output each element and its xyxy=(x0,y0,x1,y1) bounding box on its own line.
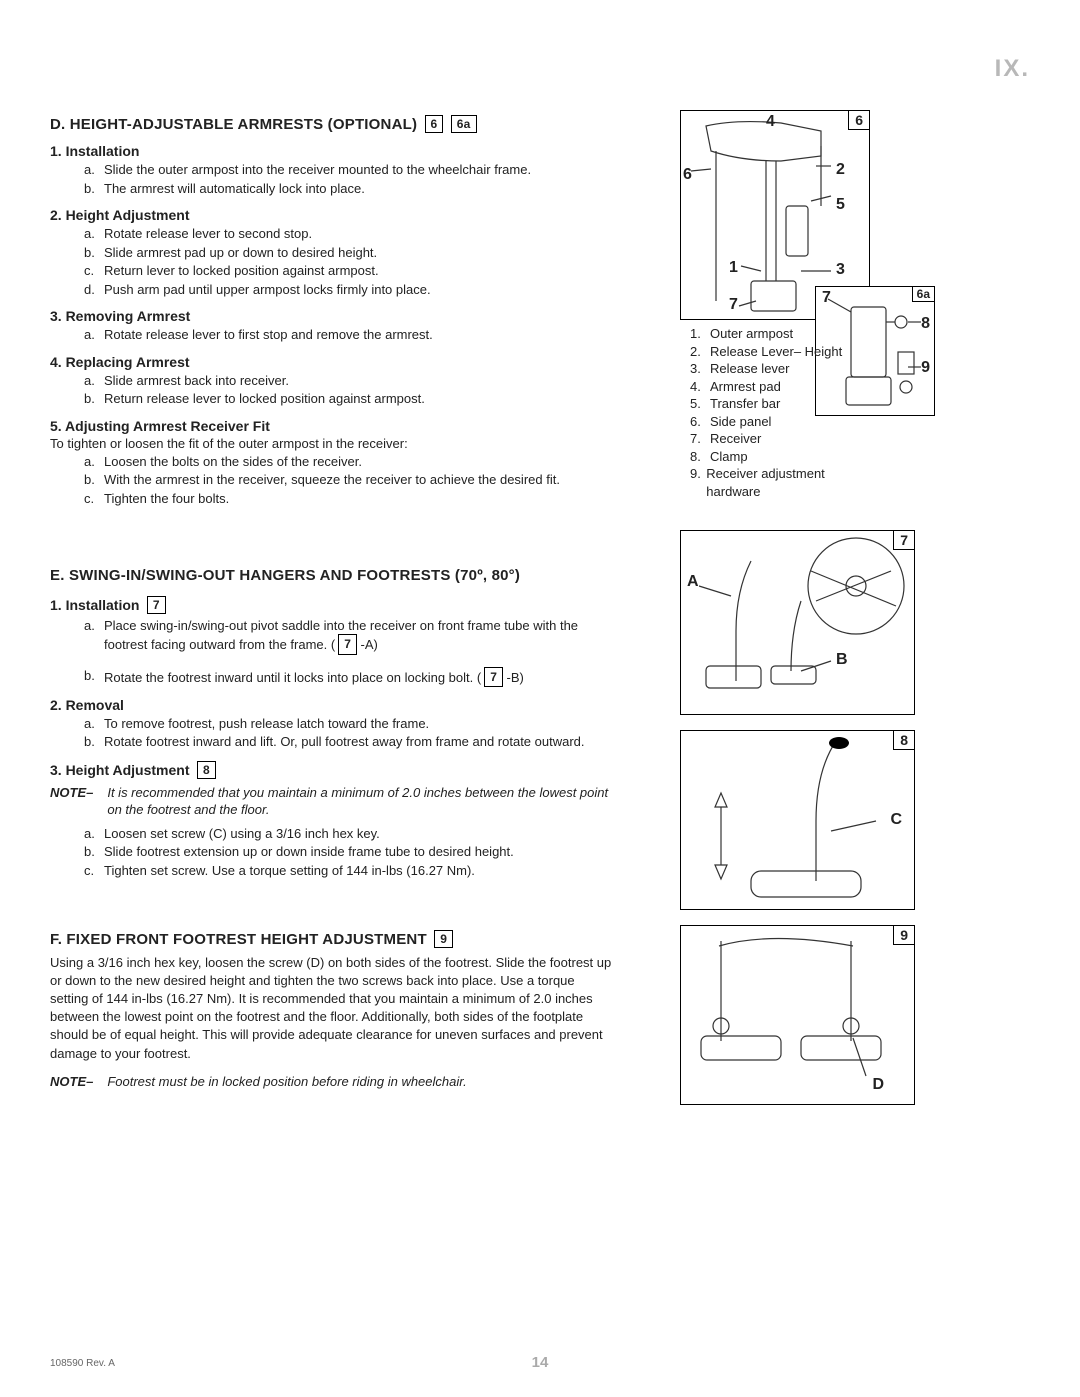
callout: 1 xyxy=(729,259,738,277)
sub-heading: 2. Removal xyxy=(50,697,615,713)
note-label: NOTE– xyxy=(50,1073,107,1091)
step-text: Push arm pad until upper armpost locks f… xyxy=(104,282,431,297)
swing-footrest-diagram-icon xyxy=(681,531,916,716)
step-text: Loosen the bolts on the sides of the rec… xyxy=(104,454,362,469)
sub-heading: 3. Removing Armrest xyxy=(50,308,615,324)
figure-tag: 8 xyxy=(893,730,915,750)
callout: 5 xyxy=(836,196,845,214)
note-text: Footrest must be in locked position befo… xyxy=(107,1073,466,1091)
sub-heading-text: 3. Height Adjustment xyxy=(50,762,190,778)
chapter-number: IX. xyxy=(995,55,1030,83)
sub-heading-text: 1. Installation xyxy=(50,597,139,613)
figref-box: 6 xyxy=(425,115,444,133)
callout: C xyxy=(890,811,902,829)
step-list: a.Loosen set screw (C) using a 3/16 inch… xyxy=(50,825,615,880)
figure-7: 7 A B xyxy=(680,530,915,715)
step-text: Return lever to locked position against … xyxy=(104,263,379,278)
step-list: a.Rotate release lever to second stop. b… xyxy=(50,225,615,298)
legend-text: Release Lever– Height xyxy=(710,343,842,361)
figure-tag: 6a xyxy=(912,286,935,302)
figref-box: 7 xyxy=(484,667,503,687)
step-text: Rotate footrest inward and lift. Or, pul… xyxy=(104,734,585,749)
section-d-title-text: D. HEIGHT-ADJUSTABLE ARMRESTS (OPTIONAL) xyxy=(50,116,417,133)
callout: 9 xyxy=(921,359,930,377)
step-text: Tighten the four bolts. xyxy=(104,491,229,506)
step-list: a.Slide armrest back into receiver. b.Re… xyxy=(50,372,615,408)
figure-column: 6 4 2 5 xyxy=(640,110,1030,510)
step-list: a.Loosen the bolts on the sides of the r… xyxy=(50,453,615,508)
callout: 2 xyxy=(836,161,845,179)
figure-tag: 7 xyxy=(893,530,915,550)
legend-text: Release lever xyxy=(710,360,790,378)
legend-text: Side panel xyxy=(710,413,771,431)
step-list: a.To remove footrest, push release latch… xyxy=(50,715,615,751)
step-text: Rotate release lever to second stop. xyxy=(104,226,312,241)
figure-8: 8 C xyxy=(680,730,915,910)
figref-box: 7 xyxy=(147,596,166,614)
step-text: Tighten set screw. Use a torque setting … xyxy=(104,863,475,878)
sub-heading: 2. Height Adjustment xyxy=(50,207,615,223)
step-text: Slide footrest extension up or down insi… xyxy=(104,844,514,859)
figure-9: 9 D xyxy=(680,925,915,1105)
callout: 3 xyxy=(836,261,845,279)
callout: A xyxy=(687,573,699,591)
figure-tag: 6 xyxy=(848,110,870,130)
step-text: To remove footrest, push release latch t… xyxy=(104,716,429,731)
step-text: The armrest will automatically lock into… xyxy=(104,181,365,196)
paragraph: Using a 3/16 inch hex key, loosen the sc… xyxy=(50,954,615,1063)
step-text: Slide the outer armpost into the receive… xyxy=(104,162,531,177)
callout: B xyxy=(836,651,848,669)
step-list: a. Place swing-in/swing-out pivot saddle… xyxy=(50,617,615,687)
legend-text: Armrest pad xyxy=(710,378,781,396)
step-list: a.Rotate release lever to first stop and… xyxy=(50,326,615,344)
legend-text: Receiver adjustment hardware xyxy=(706,465,850,500)
section-d-title: D. HEIGHT-ADJUSTABLE ARMRESTS (OPTIONAL)… xyxy=(50,115,615,133)
step-text: Slide armrest pad up or down to desired … xyxy=(104,245,377,260)
step-text: Rotate release lever to first stop and r… xyxy=(104,327,433,342)
intro-line: To tighten or loosen the fit of the oute… xyxy=(50,436,615,451)
note: NOTE– Footrest must be in locked positio… xyxy=(50,1073,615,1091)
note: NOTE– It is recommended that you maintai… xyxy=(50,784,615,819)
callout: 7 xyxy=(729,296,738,314)
sub-heading: 1. Installation 7 xyxy=(50,596,615,615)
sub-heading: 5. Adjusting Armrest Receiver Fit xyxy=(50,418,615,434)
legend-text: Outer armpost xyxy=(710,325,793,343)
step-text: Return release lever to locked position … xyxy=(104,391,425,406)
callout: D xyxy=(872,1076,884,1094)
note-label: NOTE– xyxy=(50,784,107,819)
figref-box: 6a xyxy=(451,115,477,133)
step-text: Slide armrest back into receiver. xyxy=(104,373,289,388)
callout: 6 xyxy=(683,166,692,184)
step-text: Rotate the footrest inward until it lock… xyxy=(104,670,481,685)
figref-box: 7 xyxy=(338,634,357,654)
section-f-title-text: F. FIXED FRONT FOOTREST HEIGHT ADJUSTMEN… xyxy=(50,931,427,948)
section-e-title: E. SWING-IN/SWING-OUT HANGERS AND FOOTRE… xyxy=(50,566,615,586)
figref-box: 9 xyxy=(434,930,453,948)
callout: 7 xyxy=(822,289,831,307)
revision-text: 108590 Rev. A xyxy=(50,1358,115,1369)
callout: 4 xyxy=(766,113,775,131)
callout: 8 xyxy=(921,315,930,333)
step-text: Loosen set screw (C) using a 3/16 inch h… xyxy=(104,826,380,841)
text-column: D. HEIGHT-ADJUSTABLE ARMRESTS (OPTIONAL)… xyxy=(50,115,615,1090)
legend-text: Receiver xyxy=(710,430,761,448)
note-text: It is recommended that you maintain a mi… xyxy=(107,784,615,819)
legend-text: Transfer bar xyxy=(710,395,780,413)
figure-legend: 1.Outer armpost 2.Release Lever– Height … xyxy=(690,325,850,500)
page-number: 14 xyxy=(532,1354,549,1371)
page-footer: 108590 Rev. A 14 xyxy=(50,1354,1030,1369)
sub-heading: 1. Installation xyxy=(50,143,615,159)
step-text: -B) xyxy=(503,670,524,685)
section-f-title: F. FIXED FRONT FOOTREST HEIGHT ADJUSTMEN… xyxy=(50,930,615,948)
step-text: -A) xyxy=(357,637,378,652)
height-adjust-diagram-icon xyxy=(681,731,916,911)
figure-tag: 9 xyxy=(893,925,915,945)
step-list: a.Slide the outer armpost into the recei… xyxy=(50,161,615,197)
sub-heading: 3. Height Adjustment 8 xyxy=(50,761,615,780)
sub-heading: 4. Replacing Armrest xyxy=(50,354,615,370)
step-text: With the armrest in the receiver, squeez… xyxy=(104,472,560,487)
legend-text: Clamp xyxy=(710,448,748,466)
figref-box: 8 xyxy=(197,761,216,779)
